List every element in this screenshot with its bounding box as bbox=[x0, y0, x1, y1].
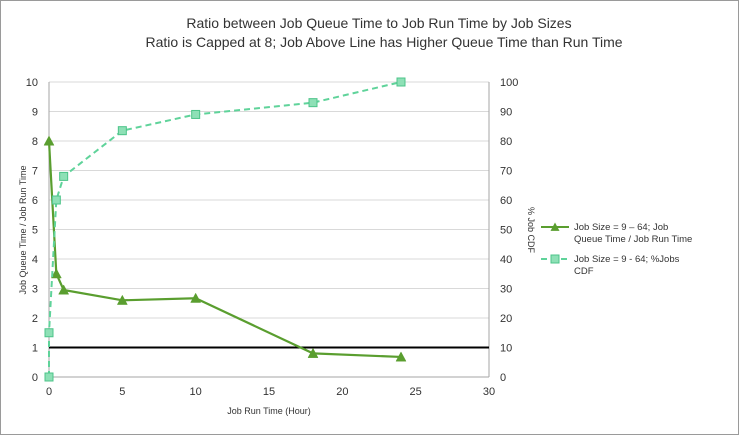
legend-label: Queue Time / Job Run Time bbox=[574, 234, 692, 245]
y-right-tick-label: 30 bbox=[500, 284, 512, 296]
x-tick-label: 5 bbox=[119, 386, 125, 398]
x-tick-label: 25 bbox=[410, 386, 422, 398]
legend-label: Job Size = 9 - 64; %Jobs bbox=[574, 254, 680, 265]
data-point bbox=[50, 268, 62, 279]
y-left-tick-label: 1 bbox=[32, 343, 38, 355]
y-right-tick-label: 20 bbox=[500, 313, 512, 325]
data-point bbox=[44, 328, 54, 338]
data-point bbox=[58, 284, 70, 295]
y-right-axis-label: % Job CDF bbox=[526, 207, 536, 254]
data-point bbox=[307, 347, 319, 358]
legend-label: CDF bbox=[574, 266, 594, 277]
data-point bbox=[116, 294, 128, 305]
y-left-tick-label: 7 bbox=[32, 166, 38, 178]
x-tick-label: 0 bbox=[46, 386, 52, 398]
data-point bbox=[395, 351, 407, 362]
legend-marker bbox=[550, 222, 560, 231]
axes bbox=[48, 82, 490, 378]
y-left-tick-label: 4 bbox=[32, 254, 38, 266]
legend-marker bbox=[550, 254, 560, 264]
y-left-tick-label: 8 bbox=[32, 136, 38, 148]
series-line-0 bbox=[47, 140, 402, 359]
y-right-tick-label: 100 bbox=[500, 77, 518, 89]
data-point bbox=[396, 77, 406, 87]
gridlines bbox=[49, 81, 489, 348]
y-left-tick-label: 10 bbox=[26, 77, 38, 89]
data-point bbox=[117, 126, 127, 136]
data-point bbox=[191, 109, 201, 119]
series-layer bbox=[43, 77, 407, 382]
data-point bbox=[43, 135, 55, 146]
y-left-tick-label: 0 bbox=[32, 372, 38, 384]
y-right-tick-label: 80 bbox=[500, 136, 512, 148]
data-point bbox=[44, 372, 54, 382]
chart-title: Ratio between Job Queue Time to Job Run … bbox=[186, 15, 571, 31]
y-left-tick-label: 9 bbox=[32, 107, 38, 119]
x-tick-label: 15 bbox=[263, 386, 275, 398]
x-tick-label: 30 bbox=[483, 386, 495, 398]
x-tick-label: 20 bbox=[336, 386, 348, 398]
data-point bbox=[51, 195, 61, 205]
data-point bbox=[308, 98, 318, 108]
y-right-tick-label: 40 bbox=[500, 254, 512, 266]
y-left-tick-label: 2 bbox=[32, 313, 38, 325]
x-tick-label: 10 bbox=[190, 386, 202, 398]
y-right-tick-label: 60 bbox=[500, 195, 512, 207]
y-left-tick-label: 6 bbox=[32, 195, 38, 207]
y-left-tick-label: 3 bbox=[32, 284, 38, 296]
chart-subtitle: Ratio is Capped at 8; Job Above Line has… bbox=[145, 34, 622, 50]
y-right-tick-label: 90 bbox=[500, 107, 512, 119]
legend-label: Job Size = 9 – 64; Job bbox=[574, 222, 668, 233]
y-right-tick-label: 0 bbox=[500, 372, 506, 384]
y-left-axis-label: Job Queue Time / Job Run Time bbox=[18, 165, 28, 294]
data-point bbox=[59, 171, 69, 181]
x-axis-label: Job Run Time (Hour) bbox=[227, 406, 311, 416]
y-right-tick-label: 10 bbox=[500, 343, 512, 355]
data-point bbox=[190, 292, 202, 303]
y-right-tick-label: 50 bbox=[500, 225, 512, 237]
y-left-tick-label: 5 bbox=[32, 225, 38, 237]
y-right-tick-label: 70 bbox=[500, 166, 512, 178]
